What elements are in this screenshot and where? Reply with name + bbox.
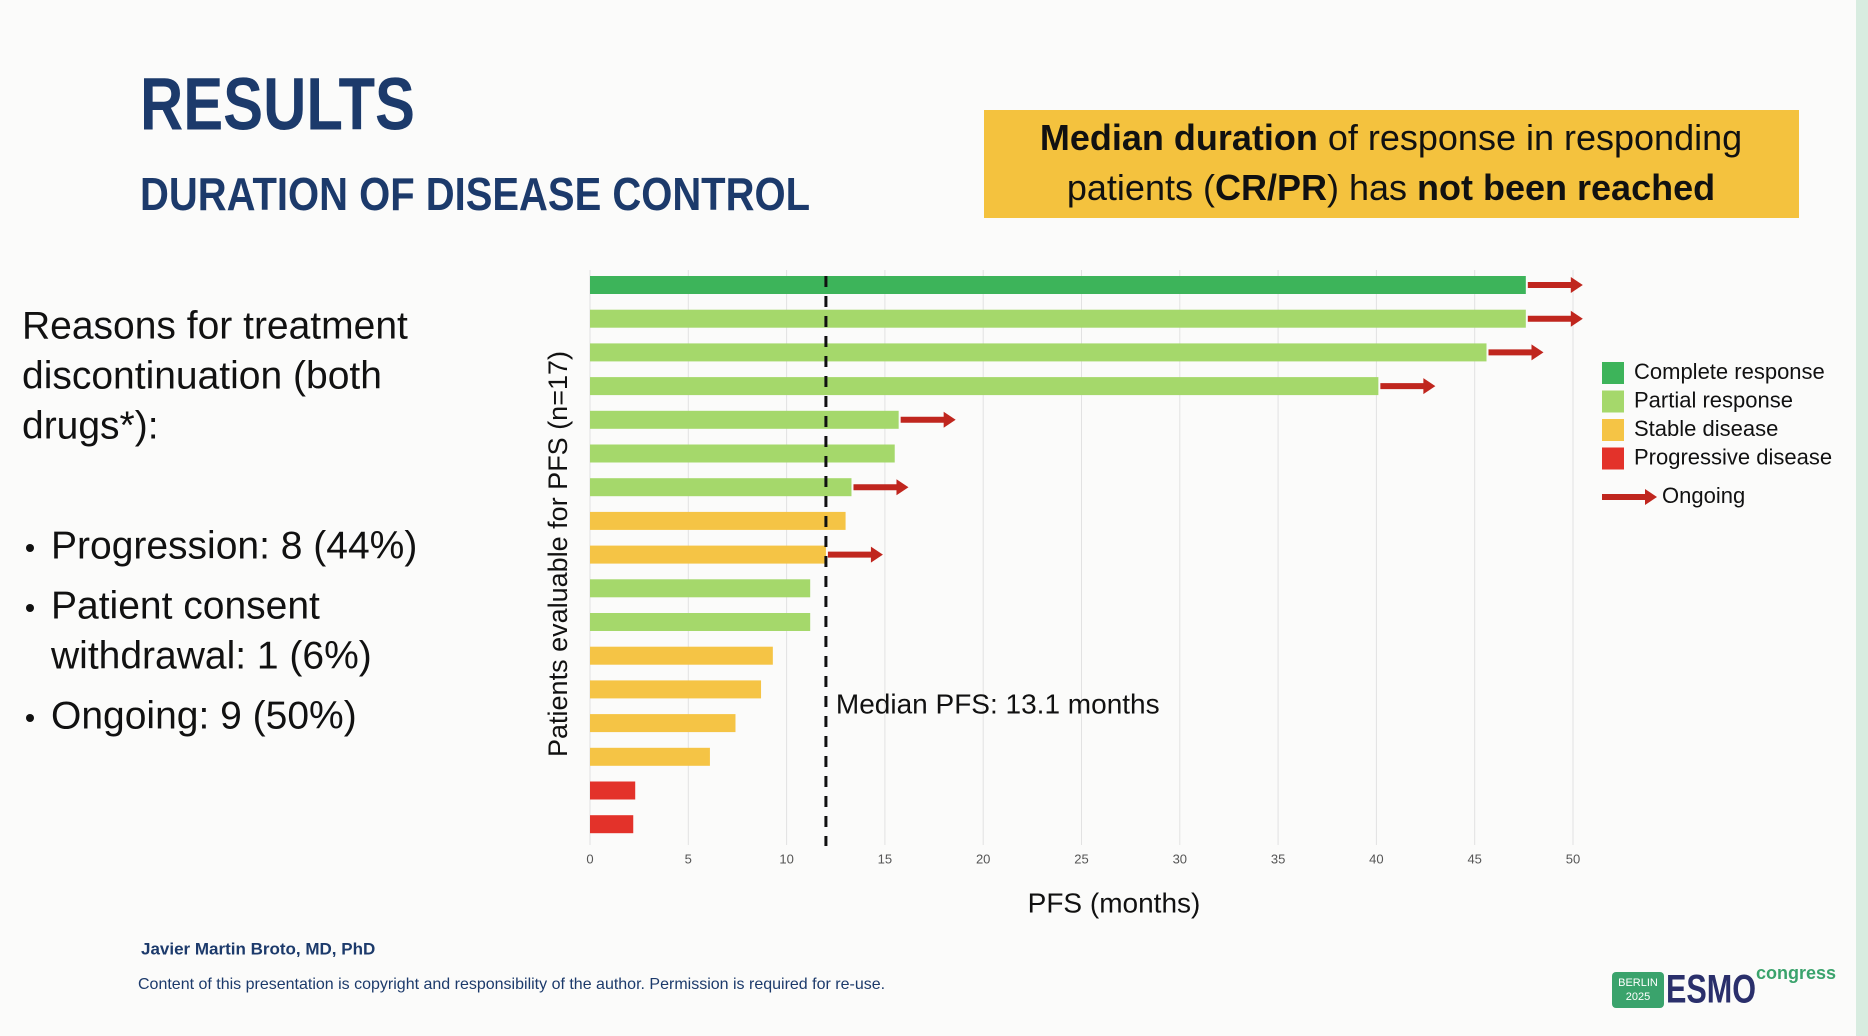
logo-word: congress [1756,963,1836,983]
legend-swatch [1602,419,1624,441]
title: RESULTS [140,63,415,146]
logo-brand: ESMO [1666,968,1756,1012]
ongoing-arrow [1488,344,1544,361]
bar [590,747,710,766]
reasons-heading: Reasons for treatment [22,304,408,347]
bar [590,714,736,733]
bullet-dot [26,714,34,722]
x-tick-label: 50 [1566,851,1580,866]
legend-label: Stable disease [1634,416,1778,441]
bar [590,276,1526,294]
logo-badge [1612,972,1664,1008]
bullet-text: Patient consent [51,584,320,627]
x-tick-label: 40 [1369,851,1383,866]
notice: Content of this presentation is copyrigh… [138,976,885,993]
y-axis-label: Patients evaluable for PFS (n=17) [543,351,573,757]
ongoing-arrow [1527,277,1583,293]
x-tick-label: 5 [685,851,692,866]
reasons-heading: drugs*): [22,404,159,447]
ongoing-arrow [827,546,883,563]
reasons: Reasons for treatment discontinuation (bo… [22,304,417,737]
x-tick-label: 20 [976,851,990,866]
callout: Median duration of response in respondin… [1040,117,1742,208]
logo: BERLIN 2025 ESMO congress [1612,963,1836,1012]
bar [590,343,1487,362]
bar [590,680,762,699]
ongoing-arrow [853,479,909,496]
legend-label: Progressive disease [1634,444,1832,469]
legend-swatch [1602,390,1624,413]
x-tick-label: 15 [878,851,892,866]
ongoing-arrow [1527,310,1583,327]
subtitle: DURATION OF DISEASE CONTROL [140,168,810,220]
legend-swatch [1602,362,1624,384]
bar [590,410,899,429]
logo-city: BERLIN [1618,977,1658,989]
callout-text: not been reached [1417,167,1715,208]
bar [590,309,1526,328]
reasons-heading: discontinuation (both [22,354,382,397]
logo-year: 2025 [1626,991,1650,1003]
legend-arrow [1602,489,1657,505]
bar [590,579,811,598]
bar [590,444,895,463]
x-tick-label: 10 [779,851,793,866]
ongoing-arrow [900,411,956,428]
median-label: Median PFS: 13.1 months [836,688,1160,719]
bullet-dot [26,604,34,612]
legend-label: Ongoing [1662,483,1745,508]
bar [590,478,852,497]
bullet-text: Ongoing: 9 (50%) [51,694,357,737]
callout-text: of response in responding [1318,117,1742,158]
callout-line: patients (CR/PR) has not been reached [1067,167,1715,208]
legend-label: Complete response [1634,359,1825,384]
x-tick-label: 0 [586,851,593,866]
author: Javier Martin Broto, MD, PhD [141,939,375,958]
bullet-text: withdrawal: 1 (6%) [50,634,372,677]
callout-box [984,110,1799,218]
chart: 0 5 10 15 20 25 30 35 40 45 50 PFS (months) Patients… [543,270,1832,918]
callout-text: patients ( [1067,167,1215,208]
legend-swatch [1602,447,1624,470]
legend-label: Partial response [1634,387,1793,412]
bar [590,613,811,631]
bar [590,815,634,834]
callout-text: CR/PR [1215,167,1327,208]
bar [590,377,1379,396]
callout-text: Median duration [1040,117,1318,158]
bar [590,781,636,800]
callout-line: Median duration of response in respondin… [1040,117,1742,158]
bar [590,646,773,665]
bullet-dot [26,544,34,552]
bullet-text: Progression: 8 (44%) [51,524,417,567]
x-tick-label: 30 [1173,851,1187,866]
edge [1856,0,1868,1036]
callout-text: ) has [1327,167,1417,208]
x-tick-label: 35 [1271,851,1285,866]
x-tick-label: 25 [1074,851,1088,866]
x-axis-label: PFS (months) [1028,887,1201,918]
bar [590,545,826,564]
bar [590,511,846,530]
x-tick-label: 45 [1467,851,1481,866]
ongoing-arrow [1380,378,1436,395]
